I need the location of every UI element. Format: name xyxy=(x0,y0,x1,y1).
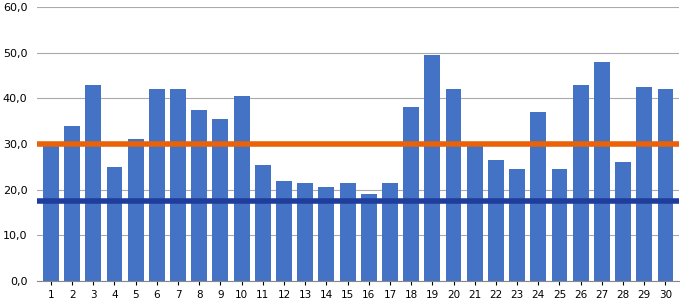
Bar xyxy=(573,85,589,281)
Bar xyxy=(297,183,313,281)
Bar xyxy=(234,96,250,281)
Bar xyxy=(636,87,652,281)
Bar xyxy=(552,169,567,281)
Bar xyxy=(128,139,144,281)
Bar xyxy=(403,107,419,281)
Bar xyxy=(488,160,504,281)
Bar xyxy=(361,194,376,281)
Bar xyxy=(424,55,441,281)
Bar xyxy=(213,119,228,281)
Bar xyxy=(64,126,80,281)
Bar xyxy=(276,181,292,281)
Bar xyxy=(340,183,355,281)
Bar xyxy=(170,89,186,281)
Bar xyxy=(466,144,483,281)
Bar xyxy=(445,89,462,281)
Bar xyxy=(594,62,610,281)
Bar xyxy=(106,167,123,281)
Bar xyxy=(318,188,334,281)
Bar xyxy=(85,85,101,281)
Bar xyxy=(43,146,59,281)
Bar xyxy=(382,183,398,281)
Bar xyxy=(255,165,271,281)
Bar xyxy=(149,89,165,281)
Bar xyxy=(509,169,525,281)
Bar xyxy=(615,162,631,281)
Bar xyxy=(191,110,207,281)
Bar xyxy=(531,112,546,281)
Bar xyxy=(657,89,673,281)
